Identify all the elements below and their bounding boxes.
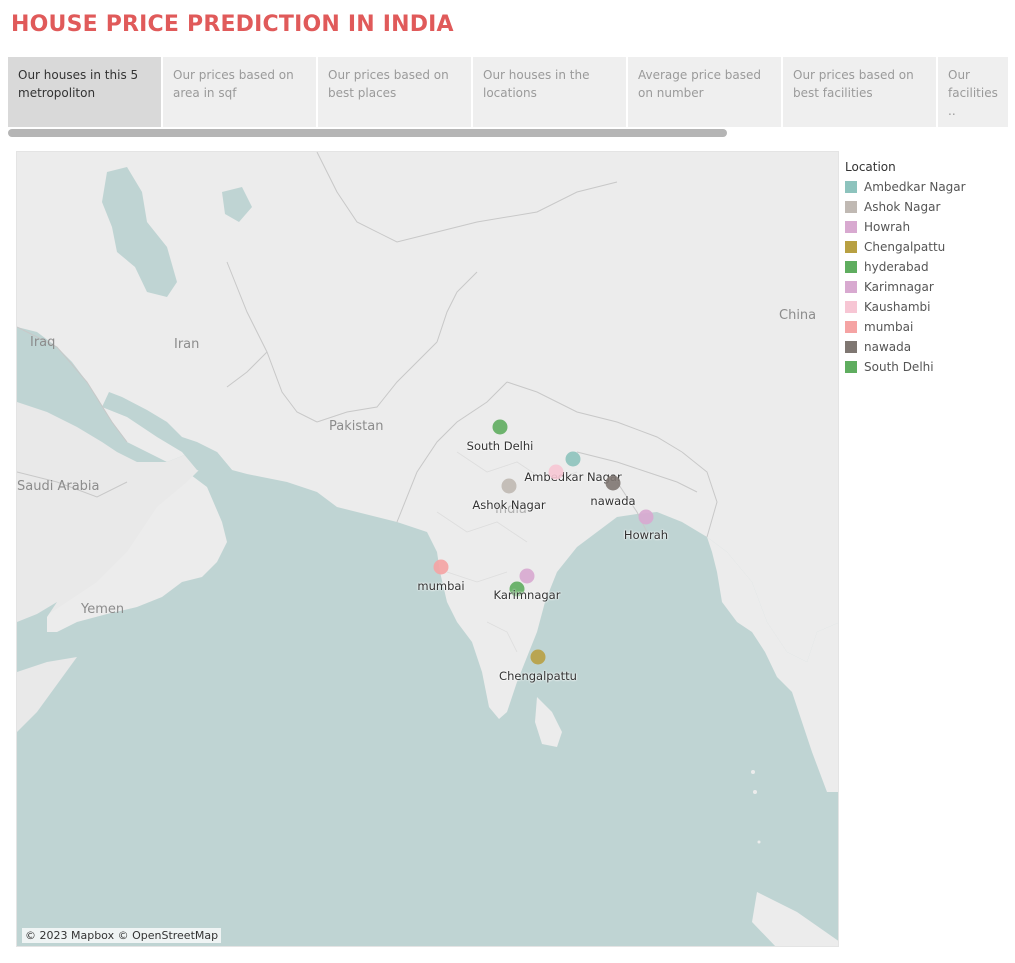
tab-houses-in-locations[interactable]: Our houses in the locations [473,57,626,127]
legend-label: Ambedkar Nagar [864,180,966,194]
legend-item[interactable]: South Delhi [845,357,1010,377]
tab-prices-by-facilities[interactable]: Our prices based on best facilities [783,57,936,127]
legend-swatch [845,201,857,213]
tab-prices-by-best-places[interactable]: Our prices based on best places [318,57,471,127]
map-basemap [17,152,838,946]
marker-label-south-delhi: South Delhi [466,439,534,453]
map-view[interactable]: Iraq Iran Pakistan Saudi Arabia Yemen Ch… [16,151,839,947]
legend-label: Kaushambi [864,300,931,314]
legend-item[interactable]: Chengalpattu [845,237,1010,257]
legend-swatch [845,261,857,273]
legend-item[interactable]: Kaushambi [845,297,1010,317]
marker-south-delhi[interactable] [492,419,508,435]
legend-label: hyderabad [864,260,929,274]
legend-swatch [845,181,857,193]
tab-average-price-by-number[interactable]: Average price based on number [628,57,781,127]
label-india: India [495,502,527,517]
legend-label: South Delhi [864,360,934,374]
legend-swatch [845,241,857,253]
tab-prices-by-area[interactable]: Our prices based on area in sqf [163,57,316,127]
page-title: HOUSE PRICE PREDICTION IN INDIA [11,12,454,37]
legend-swatch [845,321,857,333]
marker-label-karimnagar: Karimnagar [493,588,561,602]
legend-label: Chengalpattu [864,240,946,254]
legend-swatch [845,341,857,353]
label-china: China [779,308,817,323]
legend-item[interactable]: mumbai [845,317,1010,337]
marker-ashok-nagar[interactable] [501,478,517,494]
label-iran: Iran [174,337,200,352]
legend-item[interactable]: Karimnagar [845,277,1010,297]
tab-scrollbar-thumb[interactable] [8,129,727,137]
marker-chengalpattu[interactable] [530,649,546,665]
tab-facilities-label: Our facilities .. [948,68,998,118]
legend-item[interactable]: nawada [845,337,1010,357]
marker-kaushambi[interactable] [548,464,564,480]
tab-scrollbar[interactable] [8,129,728,137]
map-attribution[interactable]: © 2023 Mapbox © OpenStreetMap [22,928,222,943]
legend-item[interactable]: Howrah [845,217,1010,237]
label-saudi-arabia: Saudi Arabia [17,479,100,494]
legend-label: nawada [864,340,912,354]
marker-label-howrah: Howrah [623,528,669,542]
legend-swatch [845,361,857,373]
legend-label: mumbai [864,320,914,334]
marker-mumbai[interactable] [433,559,449,575]
marker-label-chengalpattu: Chengalpattu [499,669,577,683]
marker-label-mumbai: mumbai [417,579,465,593]
tab-strip: Our houses in this 5 metropoliton Our pr… [8,57,1008,127]
marker-label-ashok-nagar: Ashok Nagar [472,498,546,512]
marker-karimnagar[interactable] [519,568,535,584]
legend-swatch [845,301,857,313]
tab-metropolitan-houses[interactable]: Our houses in this 5 metropoliton [8,57,161,127]
legend-item[interactable]: Ashok Nagar [845,197,1010,217]
legend-title: Location [845,160,896,174]
tab-facilities[interactable]: Our facilities .. [938,57,1008,127]
label-yemen: Yemen [81,602,125,617]
marker-label-nawada: nawada [590,494,636,508]
label-pakistan: Pakistan [329,419,384,434]
legend-label: Howrah [864,220,911,234]
label-iraq: Iraq [30,335,56,350]
legend-item[interactable]: Ambedkar Nagar [845,177,1010,197]
marker-nawada[interactable] [605,475,621,491]
legend-swatch [845,281,857,293]
marker-howrah[interactable] [638,509,654,525]
legend-label: Ashok Nagar [864,200,941,214]
legend-item[interactable]: hyderabad [845,257,1010,277]
location-legend: Location Ambedkar Nagar Ashok Nagar Howr… [845,160,1010,377]
legend-label: Karimnagar [864,280,934,294]
legend-swatch [845,221,857,233]
marker-hyderabad[interactable] [509,581,525,597]
marker-ambedkar-nagar[interactable] [565,451,581,467]
